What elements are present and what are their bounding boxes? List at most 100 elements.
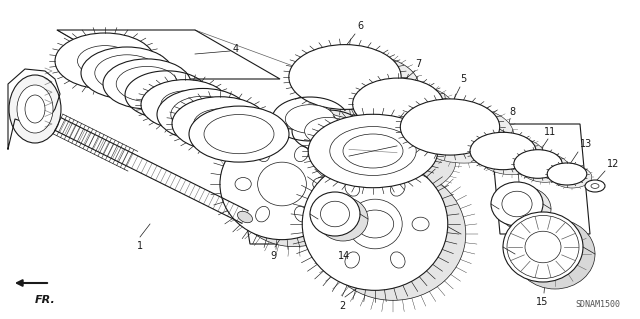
Ellipse shape xyxy=(255,206,269,222)
Ellipse shape xyxy=(103,59,191,109)
Ellipse shape xyxy=(479,137,545,175)
Text: 5: 5 xyxy=(460,74,466,84)
Ellipse shape xyxy=(473,134,533,168)
Ellipse shape xyxy=(321,201,349,227)
Ellipse shape xyxy=(172,97,268,151)
Ellipse shape xyxy=(377,92,419,116)
Ellipse shape xyxy=(527,158,549,170)
Ellipse shape xyxy=(81,47,173,99)
Ellipse shape xyxy=(302,158,448,290)
Ellipse shape xyxy=(412,217,429,231)
Ellipse shape xyxy=(331,127,451,195)
Ellipse shape xyxy=(25,95,45,123)
Ellipse shape xyxy=(161,91,209,118)
Ellipse shape xyxy=(499,187,551,231)
Ellipse shape xyxy=(171,96,236,133)
Text: 14: 14 xyxy=(338,251,350,261)
Ellipse shape xyxy=(157,88,249,140)
Ellipse shape xyxy=(547,163,587,185)
Ellipse shape xyxy=(313,117,433,185)
Ellipse shape xyxy=(193,109,246,138)
Ellipse shape xyxy=(401,99,500,155)
Ellipse shape xyxy=(311,57,415,117)
Ellipse shape xyxy=(429,115,470,139)
Ellipse shape xyxy=(141,80,229,130)
Ellipse shape xyxy=(365,85,456,137)
Text: 13: 13 xyxy=(580,139,592,149)
Ellipse shape xyxy=(95,55,159,91)
Text: 11: 11 xyxy=(544,127,556,137)
Ellipse shape xyxy=(591,184,599,189)
Ellipse shape xyxy=(345,180,360,196)
Ellipse shape xyxy=(348,199,402,249)
Ellipse shape xyxy=(307,55,419,119)
Ellipse shape xyxy=(585,180,605,192)
Ellipse shape xyxy=(345,252,360,268)
Ellipse shape xyxy=(549,164,585,184)
Ellipse shape xyxy=(418,109,510,161)
Ellipse shape xyxy=(514,150,562,178)
Text: 4: 4 xyxy=(233,44,239,54)
Ellipse shape xyxy=(289,45,401,109)
Ellipse shape xyxy=(305,117,351,145)
Ellipse shape xyxy=(294,146,308,162)
Ellipse shape xyxy=(523,155,567,181)
Text: 8: 8 xyxy=(509,107,515,117)
Ellipse shape xyxy=(308,114,438,188)
Ellipse shape xyxy=(258,162,307,206)
Ellipse shape xyxy=(356,210,394,238)
Text: 2: 2 xyxy=(339,301,345,311)
Ellipse shape xyxy=(470,132,536,170)
Text: 7: 7 xyxy=(415,59,421,69)
Ellipse shape xyxy=(503,212,583,282)
Ellipse shape xyxy=(116,66,178,101)
Text: 3: 3 xyxy=(420,153,426,163)
Ellipse shape xyxy=(224,132,340,236)
Ellipse shape xyxy=(236,139,352,243)
Ellipse shape xyxy=(204,115,274,154)
Ellipse shape xyxy=(285,105,335,133)
Ellipse shape xyxy=(521,154,569,182)
Ellipse shape xyxy=(9,75,61,143)
Text: SDNAM1500: SDNAM1500 xyxy=(575,300,620,309)
Ellipse shape xyxy=(307,162,443,286)
Ellipse shape xyxy=(356,80,440,128)
Ellipse shape xyxy=(343,134,403,168)
Ellipse shape xyxy=(326,124,456,198)
Ellipse shape xyxy=(77,46,132,76)
Ellipse shape xyxy=(515,219,595,289)
Ellipse shape xyxy=(491,182,543,226)
Ellipse shape xyxy=(325,172,461,296)
Ellipse shape xyxy=(255,146,269,162)
Ellipse shape xyxy=(414,107,514,163)
Text: 1: 1 xyxy=(137,241,143,251)
Ellipse shape xyxy=(330,127,416,175)
Text: 15: 15 xyxy=(536,297,548,307)
Ellipse shape xyxy=(390,180,405,196)
Ellipse shape xyxy=(237,211,253,223)
Ellipse shape xyxy=(320,168,466,300)
Ellipse shape xyxy=(558,169,576,179)
Text: 12: 12 xyxy=(607,159,620,169)
Ellipse shape xyxy=(232,135,356,247)
Text: 10: 10 xyxy=(510,157,522,167)
Ellipse shape xyxy=(322,63,369,91)
Ellipse shape xyxy=(55,33,155,89)
Ellipse shape xyxy=(525,231,561,263)
Ellipse shape xyxy=(293,47,397,107)
Ellipse shape xyxy=(404,101,496,153)
Ellipse shape xyxy=(220,128,344,240)
Ellipse shape xyxy=(318,197,368,241)
Ellipse shape xyxy=(313,177,329,190)
Text: FR.: FR. xyxy=(35,295,56,305)
Ellipse shape xyxy=(321,217,338,231)
Ellipse shape xyxy=(390,252,405,268)
Ellipse shape xyxy=(482,139,542,173)
Ellipse shape xyxy=(516,151,560,177)
Ellipse shape xyxy=(353,78,444,130)
Text: 6: 6 xyxy=(357,21,363,31)
Ellipse shape xyxy=(368,87,452,135)
Ellipse shape xyxy=(235,177,252,190)
Ellipse shape xyxy=(502,191,532,217)
Ellipse shape xyxy=(294,206,308,222)
